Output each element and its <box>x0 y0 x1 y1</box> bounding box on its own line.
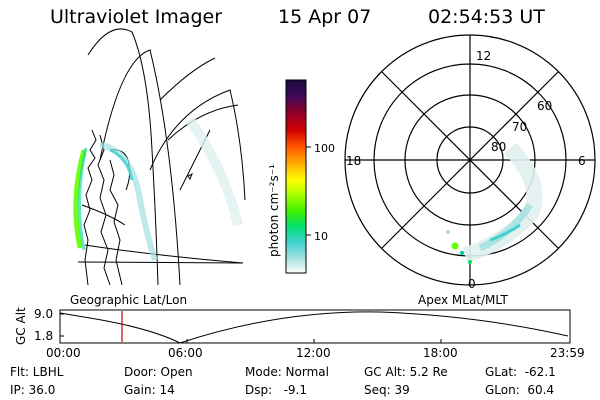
info-glat: GLat: -62.1 <box>485 365 556 379</box>
info-glon: GLon: 60.4 <box>485 383 555 397</box>
map-frame-line <box>77 261 244 264</box>
polar-aurora <box>446 142 543 264</box>
mlat-label-80: 80 <box>491 140 506 154</box>
instrument-title: Ultraviolet Imager <box>50 6 223 28</box>
aurora-spot <box>459 250 465 256</box>
timeline-x-tick-label: 23:59 <box>550 346 585 360</box>
mlat-label-60: 60 <box>537 99 552 113</box>
info-mode: Mode: Normal <box>245 365 329 379</box>
info-gc-alt: GC Alt: 5.2 Re <box>364 365 448 379</box>
mlt-label-midnight: 0 <box>468 277 476 291</box>
timeline-x-tick-label: 18:00 <box>423 346 458 360</box>
map-coastline <box>83 129 123 286</box>
map-graticule-line <box>179 129 211 191</box>
date-label: 15 Apr 07 <box>278 6 372 28</box>
mlt-label-noon: 12 <box>476 49 491 63</box>
polar-caption: Apex MLat/MLT <box>418 293 508 307</box>
map-graticule-line <box>149 89 246 201</box>
map-graticule-line <box>81 204 126 226</box>
map-aurora <box>73 117 243 261</box>
aurora-spot <box>446 230 450 234</box>
info-ip: IP: 36.0 <box>10 383 56 397</box>
timeline-y-label: GC Alt <box>14 307 28 345</box>
colorbar-tick-label: 10 <box>314 230 328 243</box>
info-dsp: Dsp: -9.1 <box>245 383 308 397</box>
info-door: Door: Open <box>124 365 193 379</box>
info-seq: Seq: 39 <box>364 383 410 397</box>
info-filter: Flt: LBHL <box>10 365 64 379</box>
aurora-spot <box>468 260 472 264</box>
timeline-y-tick-label: 9.0 <box>34 307 54 321</box>
map-graticule-line <box>167 104 239 141</box>
aurora-spot <box>451 242 459 250</box>
colorbar-gradient <box>285 79 307 274</box>
map-graticule-line <box>87 28 159 286</box>
colorbar-tick-label: 100 <box>314 142 335 155</box>
mlat-label-70: 70 <box>512 120 527 134</box>
map-graticule-line <box>99 49 181 286</box>
time-label: 02:54:53 UT <box>428 6 545 28</box>
map-coastline <box>187 172 193 181</box>
map-graticule-line <box>84 244 244 264</box>
map-graticule-line <box>159 57 216 101</box>
polar-axis-diagonal <box>381 71 559 249</box>
info-gain: Gain: 14 <box>124 383 175 397</box>
timeline-frame <box>59 309 571 344</box>
colorbar-label: photon cm⁻²s⁻¹ <box>267 164 281 257</box>
timeline-y-tick-label: 1.8 <box>34 329 54 343</box>
timeline-x-tick-label: 06:00 <box>168 346 203 360</box>
timeline-x-tick-label: 12:00 <box>296 346 331 360</box>
timeline-altitude-curve <box>59 311 569 344</box>
mlt-label-dusk: 18 <box>346 154 361 168</box>
map-caption: Geographic Lat/Lon <box>70 293 188 307</box>
timeline-x-tick-label: 00:00 <box>46 346 81 360</box>
mlt-label-dawn: 6 <box>578 154 586 168</box>
